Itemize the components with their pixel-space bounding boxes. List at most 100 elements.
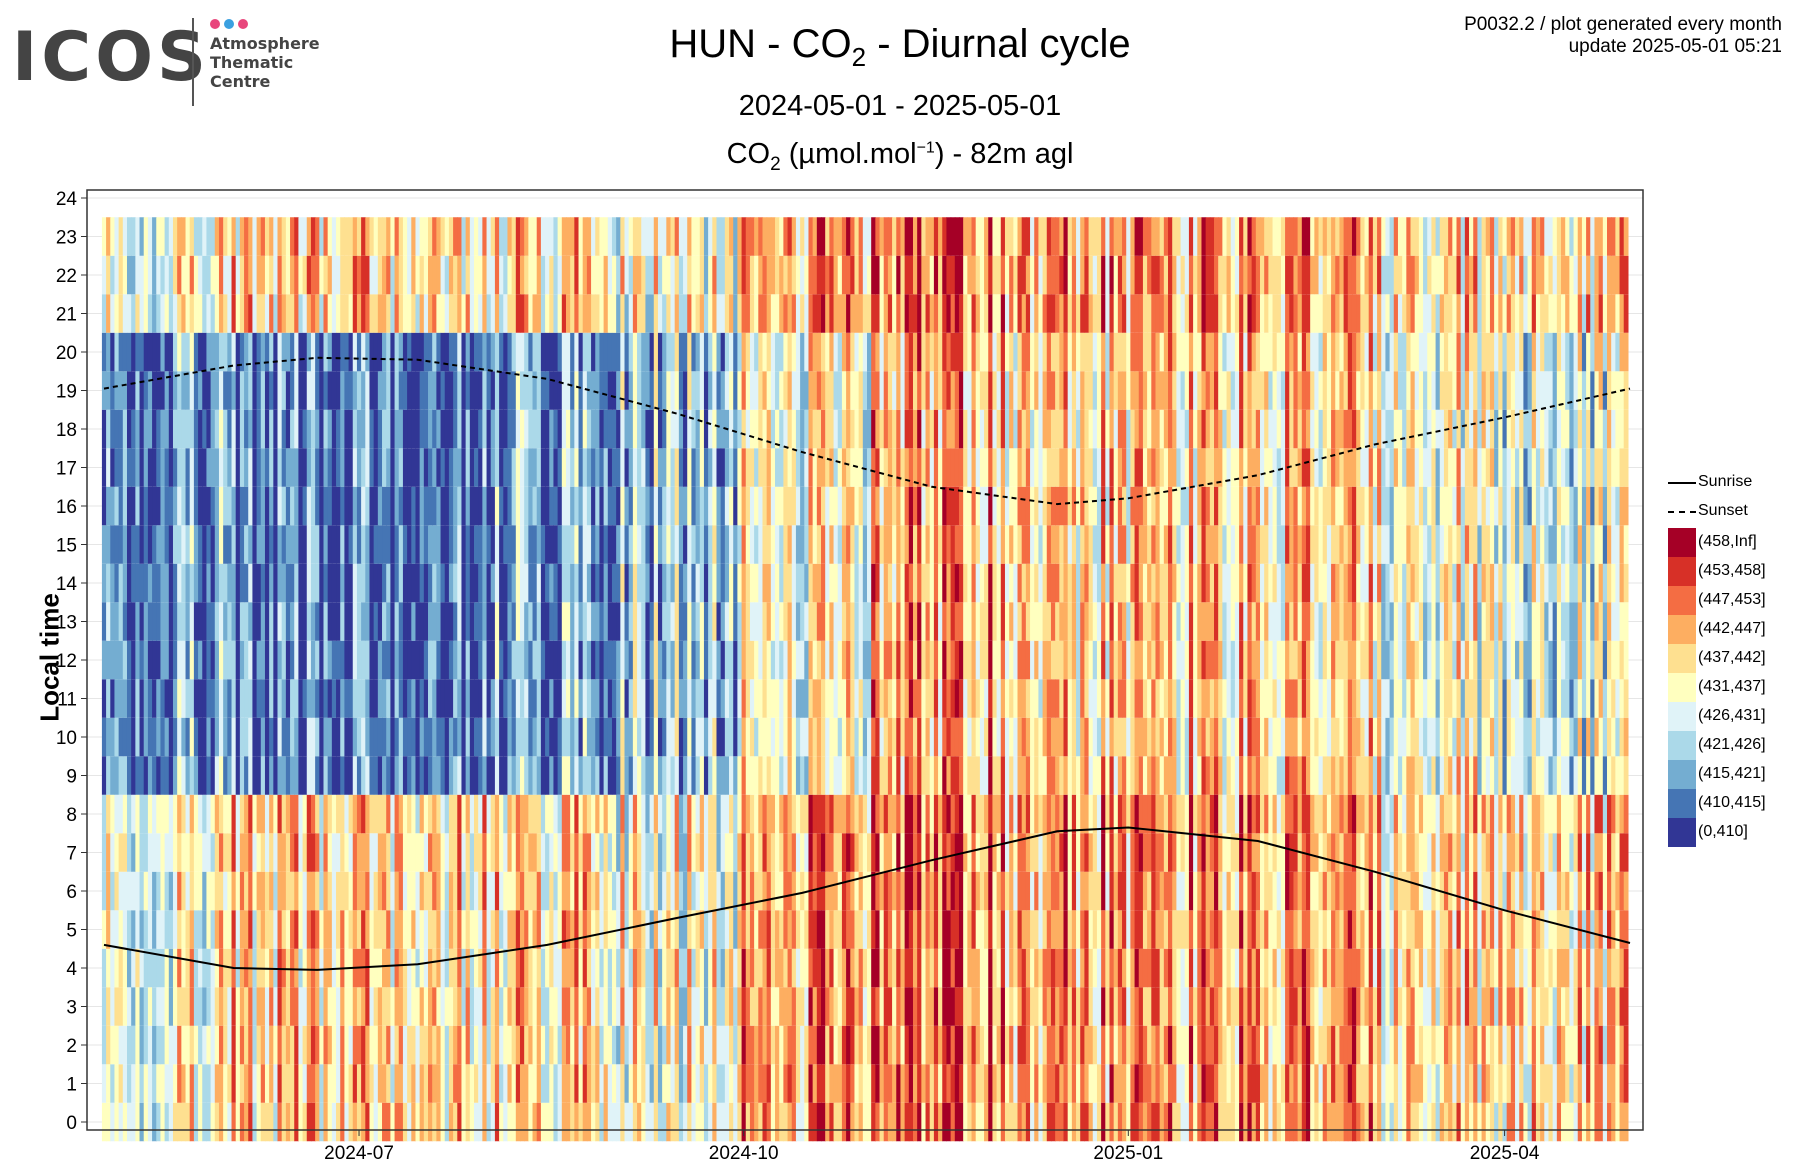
heatmap-cell — [285, 1025, 291, 1065]
heatmap-cell — [189, 602, 195, 641]
heatmap-cell — [703, 794, 709, 834]
heatmap-cell — [867, 409, 872, 449]
heatmap-cell — [862, 294, 868, 333]
heatmap-cell — [762, 563, 768, 603]
heatmap-cell — [724, 332, 730, 372]
heatmap-cell — [519, 833, 525, 872]
heatmap-cell — [126, 525, 132, 564]
heatmap-cell — [754, 602, 759, 641]
heatmap-cell — [402, 717, 408, 757]
heatmap-cell — [214, 255, 220, 295]
heatmap-cell — [917, 717, 922, 757]
heatmap-cell — [904, 756, 910, 795]
heatmap-cell — [152, 987, 157, 1026]
heatmap-cell — [800, 217, 805, 256]
heatmap-cell — [720, 910, 726, 949]
heatmap-cell — [729, 1025, 734, 1065]
heatmap-cell — [469, 756, 475, 795]
heatmap-cell — [649, 371, 655, 410]
heatmap-cell — [582, 1102, 588, 1142]
heatmap-cell — [290, 987, 295, 1026]
heatmap-cell — [745, 602, 751, 641]
heatmap-cell — [841, 871, 847, 911]
heatmap-cell — [875, 217, 881, 256]
heatmap-cell — [867, 448, 872, 487]
heatmap-cell — [958, 217, 964, 256]
heatmap-cell — [206, 255, 212, 295]
heatmap-cell — [758, 563, 764, 603]
heatmap-cell — [193, 486, 199, 526]
heatmap-cell — [511, 679, 517, 718]
heatmap-cell — [703, 294, 709, 333]
heatmap-cell — [938, 563, 943, 603]
heatmap-cell — [791, 217, 797, 256]
heatmap-cell — [766, 371, 772, 410]
heatmap-cell — [244, 409, 249, 449]
heatmap-cell — [616, 1064, 621, 1103]
heatmap-cell — [545, 794, 550, 834]
heatmap-cell — [453, 679, 458, 718]
heatmap-cell — [791, 448, 797, 487]
heatmap-cell — [737, 794, 743, 834]
heatmap-cell — [933, 332, 939, 372]
heatmap-cell — [687, 1025, 692, 1065]
heatmap-cell — [737, 217, 743, 256]
heatmap-cell — [795, 602, 801, 641]
heatmap-cell — [210, 563, 216, 603]
heatmap-cell — [599, 679, 605, 718]
heatmap-cell — [783, 640, 789, 680]
heatmap-cell — [942, 640, 948, 680]
heatmap-cell — [896, 1102, 902, 1142]
heatmap-cell — [336, 833, 341, 872]
heatmap-cell — [795, 409, 801, 449]
heatmap-cell — [340, 987, 345, 1026]
heatmap-cell — [749, 679, 755, 718]
heatmap-cell — [912, 1102, 918, 1142]
heatmap-cell — [277, 987, 283, 1026]
heatmap-cell — [591, 833, 596, 872]
heatmap-cell — [214, 756, 220, 795]
heatmap-cell — [214, 871, 220, 911]
heatmap-cell — [637, 255, 642, 295]
heatmap-cell — [808, 1102, 814, 1142]
heatmap-cell — [126, 1064, 132, 1103]
heatmap-cell — [260, 563, 266, 603]
heatmap-cell — [574, 371, 580, 410]
heatmap-cell — [737, 910, 743, 949]
heatmap-cell — [825, 563, 830, 603]
heatmap-cell — [532, 794, 538, 834]
heatmap-cell — [716, 217, 722, 256]
heatmap-cell — [603, 756, 609, 795]
heatmap-cell — [808, 448, 814, 487]
heatmap-cell — [210, 987, 216, 1026]
heatmap-cell — [515, 679, 521, 718]
heatmap-cell — [954, 486, 960, 526]
heatmap-cell — [394, 756, 400, 795]
heatmap-cell — [440, 871, 446, 911]
heatmap-cell — [741, 486, 747, 526]
heatmap-cell — [382, 217, 387, 256]
heatmap-cell — [298, 448, 304, 487]
heatmap-cell — [260, 525, 266, 564]
heatmap-cell — [812, 948, 818, 988]
heatmap-cell — [181, 409, 187, 449]
heatmap-cell — [269, 602, 274, 641]
heatmap-cell — [210, 1102, 216, 1142]
heatmap-cell — [724, 371, 730, 410]
heatmap-cell — [503, 255, 509, 295]
heatmap-cell — [795, 255, 801, 295]
heatmap-cell — [457, 563, 463, 603]
heatmap-cell — [645, 217, 651, 256]
heatmap-cell — [486, 525, 492, 564]
heatmap-cell — [461, 525, 467, 564]
heatmap-cell — [252, 448, 258, 487]
heatmap-cell — [168, 794, 174, 834]
heatmap-cell — [787, 486, 793, 526]
heatmap-cell — [428, 987, 433, 1026]
heatmap-cell — [862, 448, 868, 487]
heatmap-cell — [624, 371, 630, 410]
heatmap-cell — [490, 448, 496, 487]
heatmap-cell — [260, 448, 266, 487]
heatmap-cell — [294, 1102, 300, 1142]
heatmap-cell — [101, 640, 107, 680]
